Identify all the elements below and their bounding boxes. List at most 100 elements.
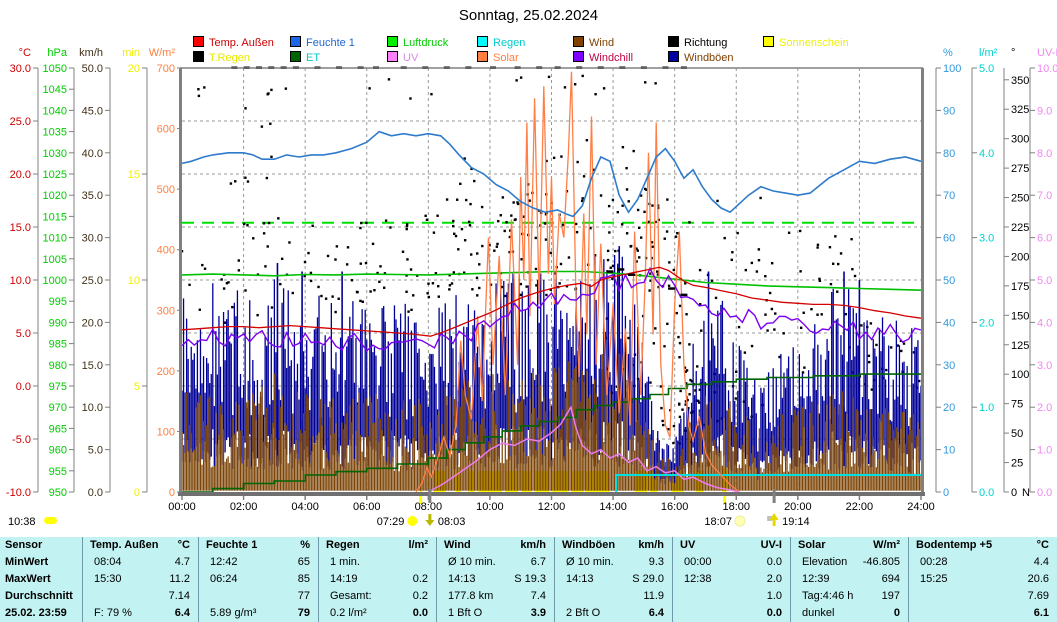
svg-text:25.0: 25.0 (10, 116, 31, 128)
table-cell-value: 2.0 (766, 573, 782, 585)
svg-text:275: 275 (1011, 163, 1029, 175)
svg-text:100: 100 (943, 63, 961, 75)
svg-text:08:03: 08:03 (438, 516, 466, 528)
arrow-up-icon (769, 513, 779, 526)
svg-text:100: 100 (1011, 369, 1029, 381)
table-cell-value: 77 (297, 590, 310, 602)
table-column-header: Solar (798, 539, 826, 551)
series-regen (615, 474, 921, 492)
legend-label: Windchill (589, 52, 634, 64)
table-column-header: Feuchte 1 (206, 539, 258, 551)
svg-text:W/m²: W/m² (149, 47, 176, 59)
table-column-header: Temp. Außen (90, 539, 159, 551)
svg-text:35.0: 35.0 (82, 190, 103, 202)
svg-text:3.0: 3.0 (979, 233, 994, 245)
series-windchill (181, 266, 922, 352)
svg-text:20: 20 (128, 63, 140, 75)
table-header-sensor: Sensor (5, 539, 43, 551)
page-title: Sonntag, 25.02.2024 (458, 7, 599, 24)
table-column-unit: l/m² (408, 539, 428, 551)
svg-text:4.0: 4.0 (979, 148, 994, 160)
legend-label: Richtung (684, 37, 728, 49)
svg-text:1025: 1025 (43, 169, 67, 181)
table-cell-label: 177.8 km (448, 590, 494, 602)
svg-text:300: 300 (157, 305, 175, 317)
svg-text:5.0: 5.0 (16, 328, 31, 340)
svg-text:1000: 1000 (43, 275, 67, 287)
table-cell-label: 12:42 (210, 556, 238, 568)
svg-text:12:00: 12:00 (538, 501, 566, 513)
table-cell-label: Gesamt: (330, 590, 372, 602)
stats-table: Sensor MinWert MaxWert Durchschnitt 25.02. 2… (0, 537, 1057, 622)
series-feuchte1 (181, 130, 922, 218)
legend-label: ET (306, 52, 321, 64)
svg-text:%: % (943, 47, 953, 59)
table-cell-value: 7.14 (168, 590, 190, 602)
svg-text:1020: 1020 (43, 190, 67, 202)
table-row-label: MaxWert (5, 573, 51, 585)
svg-text:N: N (1022, 487, 1030, 499)
svg-text:10: 10 (128, 275, 140, 287)
legend-swatch-icon (290, 51, 301, 62)
table-cell-value: 11.9 (643, 590, 664, 602)
table-cell-value: 6.4 (174, 607, 190, 619)
table-cell-value (326, 554, 428, 571)
table-cell-label: 00:28 (920, 556, 948, 568)
table-cell-value: 6.7 (530, 556, 546, 568)
svg-text:1040: 1040 (43, 105, 67, 117)
svg-text:90: 90 (943, 105, 955, 117)
table-cell-value: 0.0 (766, 556, 782, 568)
svg-text:960: 960 (49, 445, 67, 457)
svg-text:0.0: 0.0 (16, 381, 31, 393)
legend-label: Windböen (684, 52, 734, 64)
svg-text:10:00: 10:00 (476, 501, 504, 513)
svg-text:20.0: 20.0 (82, 317, 103, 329)
svg-text:175: 175 (1011, 281, 1029, 293)
table-cell-label: 12:38 (684, 573, 712, 585)
table-column-unit: km/h (638, 539, 664, 551)
table-cell-label: 1 min. (330, 556, 360, 568)
legend-swatch-icon (387, 51, 398, 62)
svg-text:1030: 1030 (43, 148, 67, 160)
svg-text:985: 985 (49, 339, 67, 351)
svg-text:400: 400 (157, 245, 175, 257)
svg-text:18:00: 18:00 (722, 501, 750, 513)
svg-text:70: 70 (943, 190, 955, 202)
svg-text:600: 600 (157, 124, 175, 136)
legend-swatch-icon (193, 36, 204, 47)
svg-text:l/m²: l/m² (979, 47, 998, 59)
table-cell-label: 15:30 (94, 573, 122, 585)
table-cell-value: 20.6 (1027, 573, 1049, 585)
axis-km/h: 0.0 5.0 10.0 15.0 20.0 25.0 30.0 35.0 40.0 45.0 50… (79, 47, 111, 499)
table-column-header: Regen (326, 539, 360, 551)
svg-text:20: 20 (943, 402, 955, 414)
svg-text:250: 250 (1011, 193, 1029, 205)
table-row-label: MinWert (5, 556, 49, 568)
svg-text:25: 25 (1011, 458, 1023, 470)
table-cell-label: Elevation (802, 556, 848, 568)
table-cell-label: 1 Bft O (448, 607, 483, 619)
table-cell-label: dunkel (802, 607, 835, 619)
svg-text:965: 965 (49, 423, 67, 435)
table-cell-value: 6.1 (1033, 607, 1049, 619)
svg-text:15.0: 15.0 (10, 222, 31, 234)
table-row-label: Durchschnitt (5, 590, 73, 602)
svg-text:15: 15 (128, 169, 140, 181)
table-cell-label: 00:00 (684, 556, 712, 568)
legend-item-solar: Solar (477, 51, 519, 64)
svg-text:UV-I: UV-I (1037, 47, 1057, 59)
svg-text:1035: 1035 (43, 127, 67, 139)
legend-swatch-icon (193, 51, 204, 62)
table-column-unit: °C (177, 539, 190, 551)
table-cell-value: 3.9 (530, 607, 546, 619)
svg-text:1.0: 1.0 (1037, 445, 1052, 457)
table-cell-label: Ø 10 min. (566, 556, 614, 568)
table-cell-label: 0.2 l/m² (330, 607, 367, 619)
legend-label: Regen (493, 37, 526, 49)
series-t-regen (606, 268, 688, 297)
table-column-unit: km/h (520, 539, 546, 551)
table-separator (672, 537, 673, 622)
legend-label: Solar (493, 52, 519, 64)
svg-text:40.0: 40.0 (82, 148, 103, 160)
svg-text:10.0: 10.0 (10, 275, 31, 287)
